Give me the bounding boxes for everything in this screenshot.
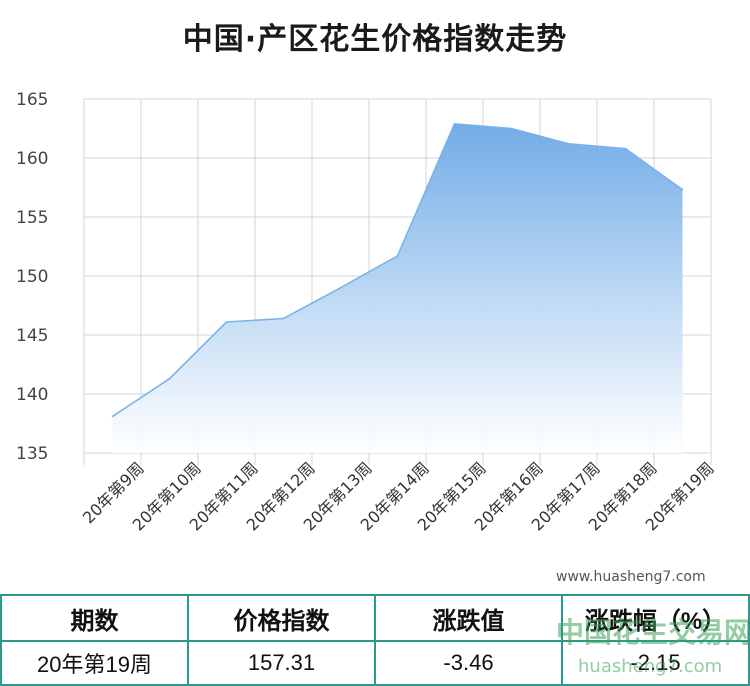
data-point bbox=[111, 415, 114, 418]
data-point bbox=[510, 127, 513, 130]
data-point bbox=[225, 321, 228, 323]
area-chart: 135 140 145 150 155 160 165 20年第9周20年第10周20年第1… bbox=[16, 90, 718, 535]
table-header-row: 期数 价格指数 涨跌值 涨跌幅（%） bbox=[0, 594, 750, 642]
chart-title: 中国·产区花生价格指数走势 bbox=[182, 22, 568, 57]
x-axis-ticks: 20年第9周20年第10周20年第11周20年第12周20年第13周20年第14… bbox=[79, 458, 718, 534]
y-tick-label: 165 bbox=[16, 90, 48, 110]
y-tick-label: 135 bbox=[16, 444, 48, 464]
y-tick-label: 140 bbox=[16, 385, 48, 405]
data-point bbox=[339, 287, 342, 289]
data-point bbox=[567, 143, 570, 145]
cell-price-index: 157.31 bbox=[187, 640, 376, 686]
header-change-value: 涨跌值 bbox=[374, 594, 563, 642]
data-point bbox=[681, 188, 684, 191]
y-tick-label: 160 bbox=[16, 149, 48, 169]
data-point bbox=[168, 377, 171, 380]
header-period: 期数 bbox=[0, 594, 189, 642]
data-point bbox=[396, 255, 399, 257]
data-point bbox=[624, 147, 627, 150]
y-tick-label: 150 bbox=[16, 267, 48, 287]
header-price-index: 价格指数 bbox=[187, 594, 376, 642]
y-tick-label: 155 bbox=[16, 208, 48, 228]
cell-change-value: -3.46 bbox=[374, 640, 563, 686]
table-row: 20年第19周 157.31 -3.46 -2.15 bbox=[0, 640, 750, 686]
y-tick-label: 145 bbox=[16, 326, 48, 346]
data-point bbox=[453, 122, 456, 125]
cell-change-percent: -2.15 bbox=[561, 640, 750, 686]
area-fill bbox=[112, 123, 683, 454]
y-axis-ticks: 135 140 145 150 155 160 165 bbox=[16, 90, 48, 464]
cell-period: 20年第19周 bbox=[0, 640, 189, 686]
summary-table: 期数 价格指数 涨跌值 涨跌幅（%） 20年第19周 157.31 -3.46 … bbox=[0, 594, 750, 686]
watermark-url: www.huasheng7.com bbox=[556, 569, 706, 585]
header-change-percent: 涨跌幅（%） bbox=[561, 594, 750, 642]
data-point bbox=[282, 317, 285, 320]
data-area bbox=[111, 122, 684, 454]
